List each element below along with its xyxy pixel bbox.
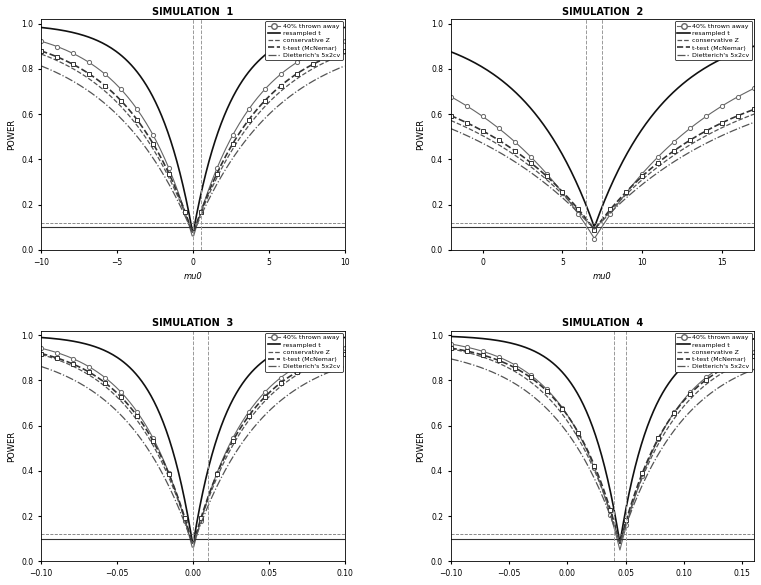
Y-axis label: POWER: POWER — [7, 119, 16, 150]
Y-axis label: POWER: POWER — [416, 119, 425, 150]
Y-axis label: POWER: POWER — [416, 431, 425, 462]
Legend: 40% thrown away, resampled t, conservative Z, t-test (McNemar), Dietterich's 5x2: 40% thrown away, resampled t, conservati… — [675, 21, 752, 60]
Legend: 40% thrown away, resampled t, conservative Z, t-test (McNemar), Dietterich's 5x2: 40% thrown away, resampled t, conservati… — [266, 21, 342, 60]
Y-axis label: POWER: POWER — [7, 431, 16, 462]
X-axis label: mu0: mu0 — [593, 272, 612, 281]
Title: SIMULATION  2: SIMULATION 2 — [562, 7, 643, 17]
Title: SIMULATION  3: SIMULATION 3 — [152, 318, 234, 329]
Legend: 40% thrown away, resampled t, conservative Z, t-test (McNemar), Dietterich's 5x2: 40% thrown away, resampled t, conservati… — [266, 332, 342, 372]
Title: SIMULATION  4: SIMULATION 4 — [562, 318, 643, 329]
Legend: 40% thrown away, resampled t, conservative Z, t-test (McNemar), Dietterich's 5x2: 40% thrown away, resampled t, conservati… — [675, 332, 752, 372]
X-axis label: mu0: mu0 — [183, 272, 202, 281]
Title: SIMULATION  1: SIMULATION 1 — [152, 7, 234, 17]
